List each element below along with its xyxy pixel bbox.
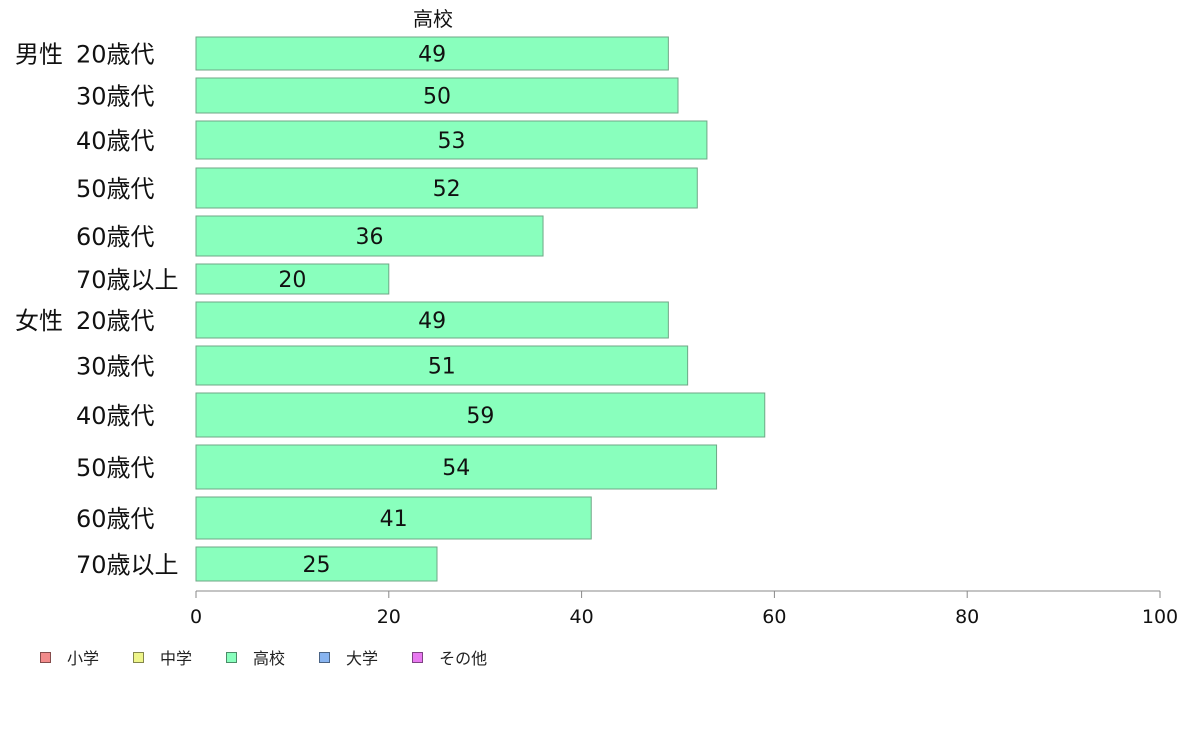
category-label: 40歳代 [76, 402, 155, 430]
bar-value-label: 52 [433, 177, 461, 202]
legend-swatch [133, 651, 145, 663]
legend-swatch [40, 651, 51, 663]
bar-value-label: 25 [303, 553, 331, 578]
category-label: 70歳以上 [76, 551, 179, 579]
x-tick-label: 40 [570, 606, 594, 628]
bar-male-1 [195, 77, 679, 114]
bar-female-4 [195, 496, 592, 540]
bar-value-label: 50 [423, 85, 451, 110]
bar-female-1 [195, 345, 689, 386]
x-tick-label: 60 [762, 606, 786, 628]
bar-female-5 [195, 546, 438, 582]
x-tick-label: 80 [955, 606, 979, 628]
bar-value-label: 49 [418, 309, 446, 334]
bar-female-0 [195, 301, 669, 339]
legend-swatch [412, 651, 424, 663]
category-label: 50歳代 [76, 175, 155, 203]
chart-legend: 小学 中学 高校 大学 その他 [40, 645, 487, 669]
bar-male-2 [195, 120, 708, 160]
legend-item: その他 [412, 645, 487, 669]
bar-value-label: 59 [466, 404, 494, 429]
bar-male-5 [195, 263, 390, 295]
legend-label: その他 [439, 649, 488, 668]
bar-male-3 [195, 167, 698, 209]
category-label: 50歳代 [76, 454, 155, 482]
group-label: 男性 [15, 41, 63, 69]
legend-label: 大学 [346, 649, 379, 668]
bar-chart: 高校 4920歳代男性5030歳代5340歳代5250歳代3660歳代2070歳… [15, 7, 1178, 628]
bar-female-2 [195, 392, 766, 438]
group-label: 女性 [15, 307, 63, 335]
bar-male-4 [195, 215, 544, 257]
legend-label: 高校 [253, 649, 286, 668]
legend-label: 中学 [160, 649, 193, 668]
x-tick-label: 20 [377, 606, 401, 628]
bar-value-label: 53 [437, 129, 465, 154]
legend-item: 小学 [40, 645, 99, 669]
legend-item: 大学 [319, 645, 378, 669]
bar-value-label: 36 [356, 225, 384, 250]
bar-value-label: 20 [278, 268, 306, 293]
category-label: 60歳代 [76, 223, 155, 251]
bar-value-label: 41 [380, 507, 408, 532]
category-label: 60歳代 [76, 505, 155, 533]
legend-label: 小学 [67, 649, 100, 668]
bar-value-label: 49 [418, 43, 446, 68]
category-label: 20歳代 [76, 41, 155, 69]
category-label: 70歳以上 [76, 266, 179, 294]
bar-value-label: 51 [428, 355, 456, 380]
category-label: 40歳代 [76, 127, 155, 155]
legend-item: 中学 [133, 645, 192, 669]
bar-female-3 [195, 444, 718, 490]
x-tick-label: 100 [1142, 606, 1178, 628]
bar-value-label: 54 [442, 456, 470, 481]
category-label: 30歳代 [76, 83, 155, 111]
chart-title: 高校 [413, 7, 453, 31]
legend-item: 高校 [226, 645, 285, 669]
category-label: 30歳代 [76, 353, 155, 381]
bar-male-0 [195, 36, 669, 71]
legend-swatch [226, 651, 238, 663]
category-label: 20歳代 [76, 307, 155, 335]
x-tick-label: 0 [190, 606, 202, 628]
legend-swatch [319, 651, 331, 663]
